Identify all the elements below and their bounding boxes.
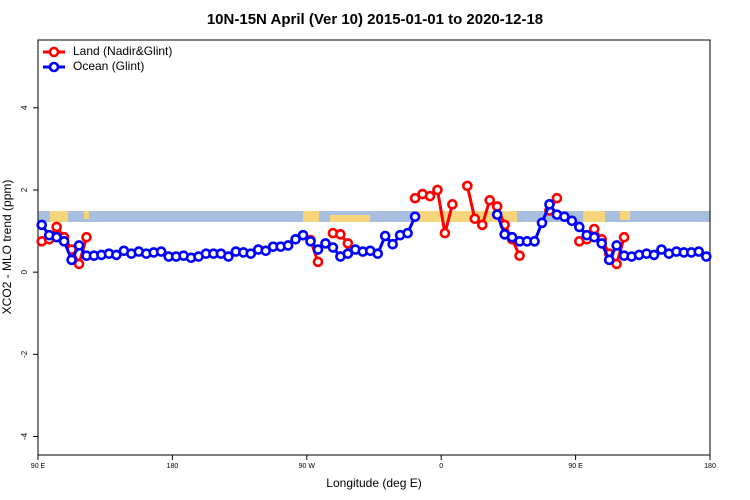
y-tick-label: 4 bbox=[20, 105, 29, 110]
y-axis-label: XCO2 - MLO trend (ppm) bbox=[0, 180, 14, 315]
point bbox=[320, 238, 331, 249]
point bbox=[514, 250, 525, 262]
point bbox=[312, 244, 324, 255]
point bbox=[312, 256, 324, 268]
x-tick-label: 90 E bbox=[568, 463, 583, 470]
point bbox=[611, 240, 622, 251]
point bbox=[342, 238, 354, 249]
point bbox=[335, 229, 346, 240]
x-tick-label: 90 E bbox=[31, 463, 46, 470]
x-axis-label: Longitude (deg E) bbox=[326, 476, 421, 490]
point bbox=[111, 249, 122, 261]
x-tick-label: 180 bbox=[704, 463, 716, 470]
y-tick-label: -4 bbox=[20, 432, 29, 440]
point bbox=[51, 231, 62, 243]
legend-marker bbox=[48, 46, 60, 58]
point bbox=[656, 244, 667, 255]
point bbox=[611, 258, 622, 270]
point bbox=[297, 229, 309, 241]
point bbox=[700, 251, 712, 262]
point bbox=[491, 201, 503, 212]
point bbox=[282, 240, 294, 251]
point bbox=[305, 236, 316, 247]
point bbox=[66, 254, 77, 266]
point bbox=[372, 248, 384, 259]
point bbox=[648, 249, 660, 261]
point bbox=[618, 231, 630, 243]
point bbox=[342, 248, 354, 259]
point bbox=[387, 238, 398, 250]
x-tick-label: 90 W bbox=[299, 463, 316, 470]
point bbox=[327, 242, 339, 253]
point bbox=[536, 217, 548, 229]
point bbox=[544, 199, 555, 210]
legend-label: Ocean (Glint) bbox=[73, 59, 144, 73]
point bbox=[36, 219, 48, 231]
point bbox=[424, 190, 436, 202]
point bbox=[506, 231, 518, 243]
y-tick-label: 2 bbox=[20, 187, 29, 192]
point bbox=[566, 215, 578, 227]
point bbox=[290, 233, 301, 245]
point bbox=[588, 231, 600, 243]
point bbox=[469, 213, 481, 225]
point bbox=[596, 238, 608, 249]
x-tick-label: 0 bbox=[439, 463, 443, 470]
point bbox=[484, 194, 496, 206]
point bbox=[462, 180, 473, 192]
point bbox=[402, 227, 413, 239]
plot-frame bbox=[37, 39, 711, 456]
point bbox=[155, 246, 167, 257]
point bbox=[476, 219, 488, 231]
point bbox=[51, 221, 62, 233]
point bbox=[81, 231, 92, 243]
point bbox=[223, 251, 234, 262]
point bbox=[58, 236, 70, 247]
y-tick-label: 0 bbox=[20, 269, 29, 274]
point bbox=[574, 221, 585, 233]
point bbox=[432, 184, 443, 196]
point bbox=[260, 245, 272, 257]
point bbox=[245, 248, 257, 259]
point bbox=[588, 223, 600, 235]
point bbox=[73, 258, 85, 270]
point bbox=[693, 246, 705, 257]
legend-label: Land (Nadir&Glint) bbox=[73, 44, 172, 58]
y-tick-label: -2 bbox=[20, 350, 29, 358]
point bbox=[409, 192, 421, 204]
point bbox=[551, 192, 563, 204]
point bbox=[447, 199, 458, 210]
point bbox=[491, 209, 503, 220]
point bbox=[603, 254, 615, 266]
point bbox=[529, 236, 540, 247]
point bbox=[379, 230, 391, 242]
point bbox=[439, 227, 451, 239]
point bbox=[73, 240, 85, 251]
chart-title: 10N-15N April (Ver 10) 2015-01-01 to 202… bbox=[207, 11, 543, 28]
x-tick-label: 180 bbox=[167, 463, 179, 470]
point bbox=[409, 211, 421, 222]
legend-marker bbox=[48, 61, 60, 73]
land-mask bbox=[38, 211, 710, 222]
point bbox=[559, 211, 570, 222]
